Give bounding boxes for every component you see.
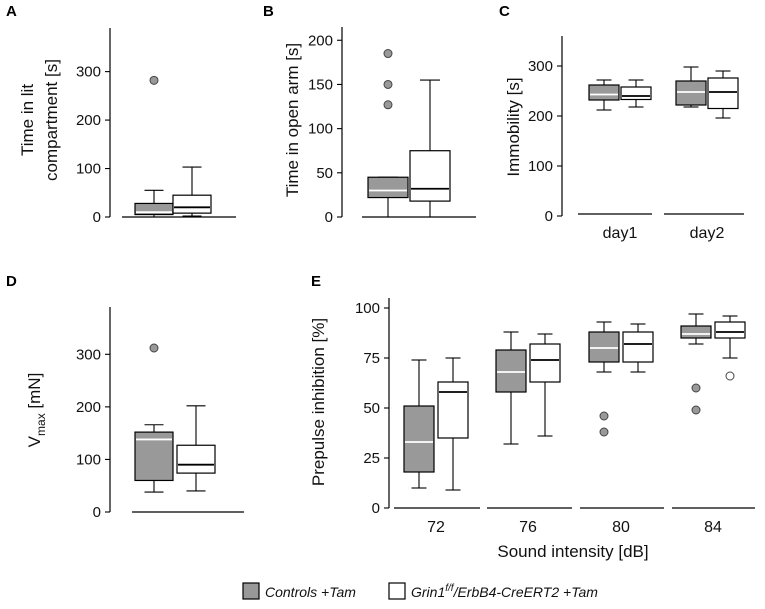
outlier-point-1 <box>691 405 701 415</box>
legend-grin-sup: f/f <box>445 583 455 594</box>
panel-a-ytick-label-300: 300 <box>76 64 101 81</box>
panel-c-box-grin1-2 <box>707 70 739 119</box>
panel-e-ytick-label-50: 50 <box>363 400 380 417</box>
panel-c-letter: C <box>499 3 510 20</box>
panel-e-ytick-label-75: 75 <box>363 350 380 367</box>
panel-b-letter: B <box>263 3 274 20</box>
panel-b-box-grin1-1 <box>409 79 451 218</box>
panel-a-box-grin1-1 <box>172 166 212 217</box>
panel-e-ylabel-line-1: Prepulse inhibition [%] <box>309 318 328 486</box>
box-iqr <box>172 194 212 214</box>
panel-d: D 0 100 200 300 Vmax [mN] <box>6 273 244 521</box>
panel-e-box-grin1-1 <box>437 357 469 491</box>
panel-d-ytick-label-100: 100 <box>76 451 101 468</box>
panel-b-ytick-label-200: 200 <box>308 32 333 49</box>
outlier-point-1 <box>149 75 159 85</box>
legend-grin-prefix: Grin1 <box>411 584 445 600</box>
outlier-point-3 <box>383 49 393 59</box>
box-iqr <box>403 405 435 473</box>
panel-e-category-label-72: 72 <box>427 519 445 536</box>
panel-c-category-label-day1: day1 <box>603 225 638 242</box>
panel-c: C 0 100 200 300 Immobility [s] day1 day2 <box>499 3 744 242</box>
panel-a-ytick-label-200: 200 <box>76 112 101 129</box>
panel-e: E 0 25 50 75 100 Prepulse inhibition [%] 72 76 80… <box>309 273 755 561</box>
outlier-point-2 <box>691 383 701 393</box>
panel-e-ytick-label-0: 0 <box>372 500 380 517</box>
box-iqr <box>588 84 620 101</box>
box-iqr <box>707 77 739 110</box>
panel-d-ytick-label-200: 200 <box>76 399 101 416</box>
panel-a-box-controls-1 <box>134 75 174 218</box>
panel-a-letter: A <box>6 3 17 20</box>
panel-c-ytick-label-0: 0 <box>545 208 553 225</box>
legend-label-controls: Controls +Tam <box>265 584 356 600</box>
box-iqr <box>367 176 409 199</box>
panel-e-xlabel: Sound intensity [dB] <box>497 542 648 561</box>
panel-e-box-controls-3 <box>588 321 620 437</box>
legend-swatch-controls <box>242 582 260 600</box>
panel-e-letter: E <box>311 273 321 290</box>
panel-d-ylabel: Vmax [mN] <box>25 373 48 448</box>
panel-b-ytick-label-100: 100 <box>308 121 333 138</box>
panel-e-box-controls-4 <box>680 313 712 415</box>
panel-c-box-controls-2 <box>675 66 707 108</box>
panel-e-category-label-80: 80 <box>612 519 630 536</box>
legend-grin-suffix: /ErbB4-CreERT2 +Tam <box>453 584 599 600</box>
panel-d-ytick-label-300: 300 <box>76 346 101 363</box>
panel-c-category-label-day2: day2 <box>690 225 725 242</box>
panel-e-box-grin1-3 <box>622 323 654 373</box>
panel-b-ytick-label-50: 50 <box>316 165 333 182</box>
panel-d-ytick-label-0: 0 <box>93 504 101 521</box>
box-iqr <box>495 349 527 393</box>
panel-b-ytick-label-0: 0 <box>325 209 333 226</box>
panel-e-ytick-label-25: 25 <box>363 450 380 467</box>
outlier-point-1 <box>599 427 609 437</box>
panel-c-box-controls-1 <box>588 79 620 111</box>
panel-e-box-grin1-4 <box>714 315 746 381</box>
panel-b-box-controls-1 <box>367 49 409 218</box>
panel-e-ytick-label-100: 100 <box>355 300 380 317</box>
box-iqr <box>714 321 746 339</box>
panel-a: A 0 100 200 300 Time in lit compartment [s] <box>6 3 236 226</box>
box-iqr <box>409 150 451 202</box>
panel-a-ytick-label-0: 0 <box>93 209 101 226</box>
panel-c-ytick-label-100: 100 <box>528 158 553 175</box>
box-iqr <box>622 331 654 363</box>
panel-e-category-label-84: 84 <box>704 519 722 536</box>
panel-b: B 0 50 100 150 200 Time in open arm [s] <box>263 3 476 226</box>
panel-d-letter: D <box>6 273 17 290</box>
outlier-point-1 <box>149 343 159 353</box>
panel-c-ylabel-line-1: Immobility [s] <box>504 77 523 176</box>
panel-e-box-controls-2 <box>495 331 527 445</box>
outlier-point-2 <box>383 79 393 89</box>
box-iqr <box>620 86 652 101</box>
panel-a-ylabel-line-2: compartment [s] <box>42 59 61 181</box>
box-iqr <box>588 331 620 363</box>
panel-e-box-grin1-2 <box>529 333 561 437</box>
outlier-point-1 <box>383 100 393 110</box>
panel-d-box-controls-1 <box>134 343 174 493</box>
box-iqr <box>675 80 707 106</box>
legend: Controls +Tam Grin1f/f/ErbB4-CreERT2 +Ta… <box>242 582 598 600</box>
legend-label-grin1: Grin1f/f/ErbB4-CreERT2 +Tam <box>411 583 598 600</box>
outlier-point-2 <box>599 411 609 421</box>
panel-c-box-grin1-1 <box>620 79 652 108</box>
legend-swatch-grin1 <box>388 582 406 600</box>
box-iqr <box>437 381 469 439</box>
panel-c-ytick-label-300: 300 <box>528 58 553 75</box>
panel-b-ytick-label-150: 150 <box>308 76 333 93</box>
outlier-point-1 <box>725 371 735 381</box>
panel-e-category-label-76: 76 <box>519 519 537 536</box>
panel-a-ylabel-line-1: Time in lit <box>18 84 37 156</box>
box-iqr <box>680 325 712 339</box>
panel-d-box-grin1-1 <box>176 405 216 492</box>
panel-b-ylabel-line-1: Time in open arm [s] <box>283 43 302 197</box>
panel-c-ytick-label-200: 200 <box>528 108 553 125</box>
box-iqr <box>529 343 561 383</box>
box-iqr <box>176 444 216 474</box>
panel-e-box-controls-1 <box>403 359 435 489</box>
panel-a-ytick-label-100: 100 <box>76 161 101 178</box>
